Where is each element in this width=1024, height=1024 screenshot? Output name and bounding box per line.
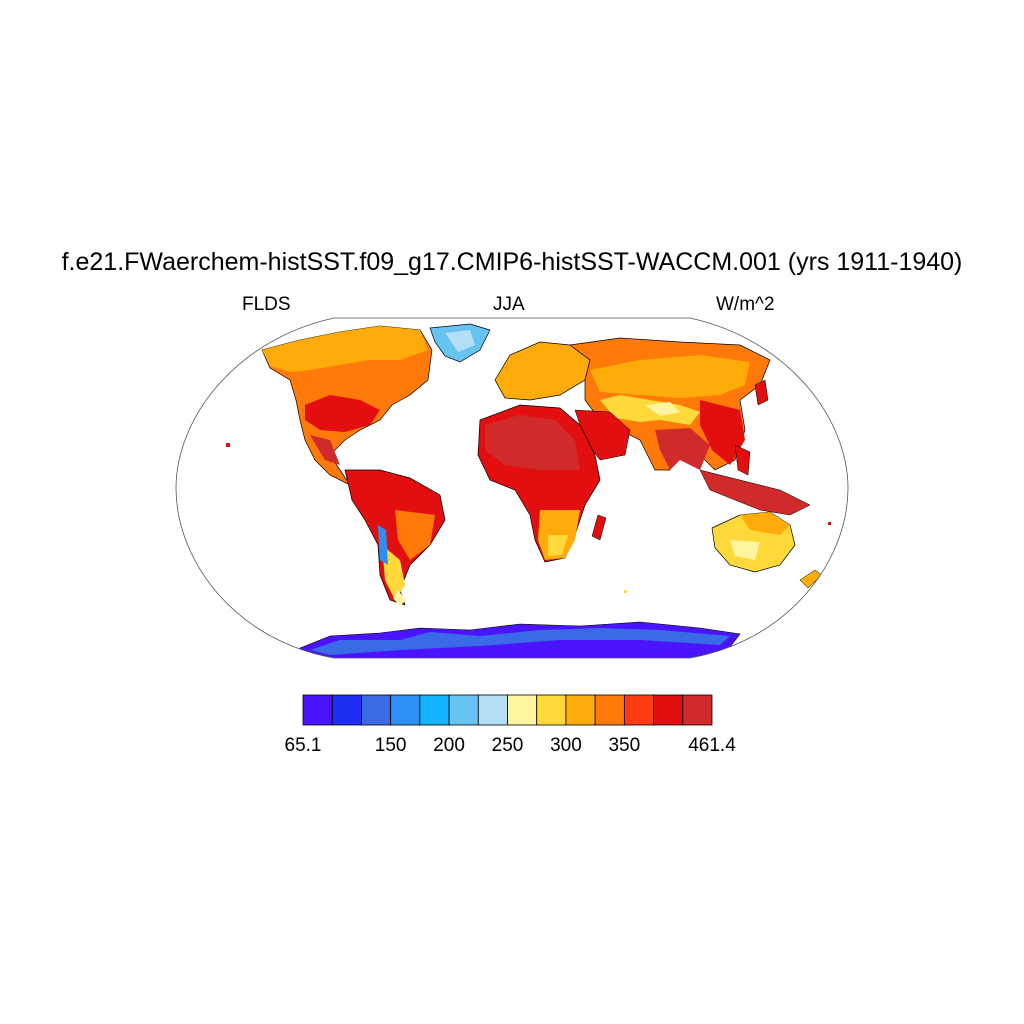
colorbar-swatch (507, 694, 538, 726)
colorbar-swatch (682, 694, 713, 726)
colorbar-tick-label: 150 (374, 735, 407, 756)
colorbar-swatch (361, 694, 392, 726)
colorbar-tick-label: 350 (608, 735, 641, 756)
colorbar-swatch (536, 694, 567, 726)
colorbar-tick-label: 200 (433, 735, 465, 756)
colorbar-tick-label: 300 (550, 735, 582, 756)
colorbar-swatch (302, 694, 333, 726)
map-boundary (175, 317, 849, 659)
colorbar-swatch (594, 694, 625, 726)
colorbar-swatch (390, 694, 421, 726)
colorbar-swatch (448, 694, 479, 726)
variable-label: FLDS (242, 294, 291, 315)
plot-title: f.e21.FWaerchem-histSST.f09_g17.CMIP6-hi… (61, 248, 963, 276)
colorbar-swatch (331, 694, 362, 726)
colorbar-swatch (477, 694, 508, 726)
season-label: JJA (493, 294, 525, 315)
colorbar-tick-label: 65.1 (284, 735, 322, 756)
units-label: W/m^2 (716, 294, 775, 315)
colorbar-swatch (565, 694, 596, 726)
colorbar-tick-label: 461.4 (688, 735, 736, 756)
colorbar-swatch (623, 694, 654, 726)
colorbar-swatch (419, 694, 450, 726)
colorbar-swatch (653, 694, 684, 726)
colorbar-tick-label: 250 (491, 735, 524, 756)
